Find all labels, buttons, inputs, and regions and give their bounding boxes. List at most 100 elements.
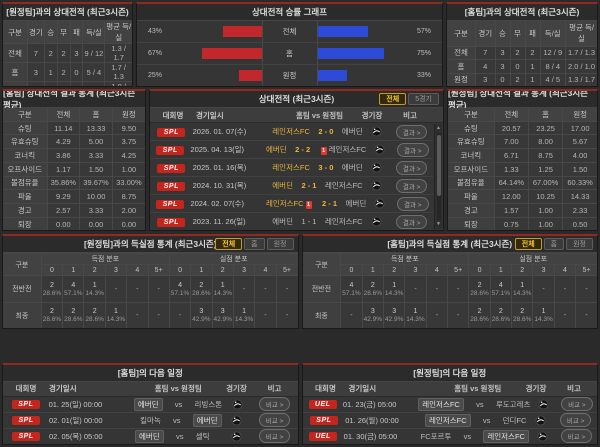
note-cell: 비교 > — [252, 429, 298, 444]
table-row: 파울 9.29 10.00 8.75 — [3, 189, 145, 204]
scrollbar-thumb[interactable] — [436, 135, 441, 197]
bin-header: 5+ — [446, 264, 470, 277]
count-value: 4 — [71, 281, 76, 289]
stadium-ball-icon[interactable] — [374, 144, 385, 155]
compare-button[interactable]: 비교 > — [258, 413, 291, 428]
count-value: 2 — [71, 308, 76, 316]
distribution-cell: 1 14.3% — [404, 301, 427, 329]
stadium-ball-icon[interactable] — [231, 415, 242, 426]
percent-value: 42.9% — [213, 316, 232, 324]
compare-button[interactable]: 비교 > — [561, 397, 593, 412]
scrollbar[interactable]: ▲ ▼ — [434, 124, 442, 230]
stadium-ball-icon[interactable] — [231, 431, 242, 442]
percent-value: 14.3% — [512, 289, 532, 297]
away-winrate-value: 75% — [416, 50, 431, 57]
away-winrate-bar — [317, 70, 347, 81]
result-button[interactable]: 결과 > — [395, 214, 428, 229]
h2h-tabs: 전체 5경기 — [379, 93, 439, 105]
scroll-up-icon[interactable]: ▲ — [436, 125, 441, 131]
corner-header: 구분 — [3, 253, 42, 277]
result-button[interactable]: 결과 > — [397, 196, 429, 211]
h2h-match-row: SPL 2024. 02. 07(수) 레인저스FC 1 2 - 1 에버딘 결과 > — [150, 195, 433, 214]
stadium-ball-icon[interactable] — [374, 198, 385, 209]
stadium-ball-icon[interactable] — [537, 431, 548, 442]
away-bar-area — [317, 21, 407, 42]
result-button[interactable]: 결과 > — [395, 160, 428, 175]
venue-cell — [363, 216, 391, 227]
tab-원정[interactable]: 원정 — [266, 238, 294, 251]
stadium-ball-icon[interactable] — [538, 399, 549, 410]
stat-value: 1.25 — [527, 161, 564, 177]
row-label: 전반전 — [302, 275, 342, 303]
away-team-name: 에버딘 — [192, 413, 222, 427]
result-button[interactable]: 결과 > — [395, 178, 428, 193]
league-badge-UEL: UEL — [308, 400, 337, 410]
tab-전체[interactable]: 전체 — [215, 238, 243, 251]
scroll-down-icon[interactable]: ▼ — [436, 221, 441, 228]
result-button[interactable]: 결과 > — [395, 124, 428, 139]
stadium-ball-icon[interactable] — [371, 126, 382, 137]
stadium-ball-icon[interactable] — [371, 162, 382, 173]
column-header: 구분 — [3, 21, 28, 44]
record-table-left: 구분 경기 승 무 패 득/실 평균 득/실 전체 7 2 2 3 9 / 12 1.3 / 1.7 홈 3 1… — [3, 21, 132, 86]
goal-stats-row: 최종 2 28.6% 2 28.6% 2 28.6% 1 14.3% - - -3 42.9% 3 42.9… — [3, 301, 298, 329]
fixtures-row: [홈팀]의 다음 일정 대회명 경기일시 홈팀 vs 원정팀 경기장 비고 SP… — [2, 362, 598, 445]
column-header: 평균 득/실 — [104, 21, 132, 44]
away-team-name: 루도고레츠 — [495, 399, 531, 409]
match-score: 3 - 0 — [318, 163, 334, 173]
tab-전체[interactable]: 전체 — [514, 238, 542, 251]
match-cell: 에버딘 2 - 1 레인저스FC — [272, 180, 362, 191]
home-team-name: 레인저스FC — [272, 127, 310, 137]
stat-value: 0.00 — [79, 216, 113, 231]
distribution-cell: - — [575, 275, 597, 303]
result-button[interactable]: 결과 > — [397, 142, 429, 157]
tab-홈[interactable]: 홈 — [244, 238, 265, 251]
distribution-cell: - — [275, 301, 298, 329]
league-badge-UEL: UEL — [309, 432, 338, 442]
compare-button[interactable]: 비교 > — [560, 429, 593, 444]
stat-value: 12 / 9 — [539, 45, 566, 61]
distribution-cell: - — [425, 301, 449, 329]
distribution-cell: 4 57.1% — [168, 275, 192, 303]
tab-홈[interactable]: 홈 — [543, 238, 565, 251]
count-value: 2 — [50, 308, 54, 316]
home-team-name: 레인저스FC — [272, 163, 310, 173]
h2h-match-row: SPL 2026. 01. 07(수) 레인저스FC 2 - 0 에버딘 결과 > — [150, 123, 433, 142]
col-header-match: 홈팀 vs 원정팀 — [154, 384, 202, 394]
distribution-cell: - — [553, 301, 577, 329]
percent-value: 57.1% — [170, 289, 190, 297]
stat-value: 2.0 / 1.0 — [565, 59, 597, 74]
distribution-cell: 4 57.1% — [489, 275, 513, 303]
tab-원정[interactable]: 원정 — [566, 238, 593, 251]
distribution-cell: - — [340, 301, 363, 329]
column-header: 패 — [524, 21, 541, 47]
distribution-cell: - — [532, 275, 555, 303]
red-card-icon: 1 — [320, 147, 327, 156]
count-value: 1 — [220, 281, 225, 289]
vs-label: vs — [463, 431, 472, 441]
bin-header: 1 — [361, 264, 384, 277]
goal-stats-row: [원정팀]과의 득실점 통계 (최근3시즌) 전체 홈 원정 구분 득점 분포 실점 분… — [2, 234, 598, 330]
tab-전체[interactable]: 전체 — [379, 93, 407, 105]
tab-5경기[interactable]: 5경기 — [408, 93, 439, 105]
stadium-ball-icon[interactable] — [371, 216, 382, 227]
row-label: 오프사이드 — [3, 161, 48, 177]
count-value: 1 — [392, 281, 397, 289]
stadium-ball-icon[interactable] — [371, 180, 382, 191]
venue-cell — [363, 162, 391, 173]
count-value: 2 — [498, 308, 503, 316]
stadium-ball-icon[interactable] — [535, 415, 546, 426]
away-bar-area — [317, 65, 407, 86]
bin-header: 0 — [168, 264, 192, 277]
stadium-ball-icon[interactable] — [231, 399, 243, 410]
distribution-cell: 3 42.9% — [361, 301, 384, 329]
scrollbar-track[interactable] — [436, 133, 441, 221]
panel-title: [원정팀]의 다음 일정 — [302, 364, 597, 382]
compare-button[interactable]: 비교 > — [258, 397, 291, 412]
panel-winrate-graph: 상대전적 승률 그래프 43% 전체 57% 67% 홈 75% 25% 원정 33% — [136, 2, 443, 87]
goal-stats-table-left: 구분 득점 분포 실점 분포 0 1 2 3 4 5+ 0 1 2 3 4 5+ 전반전 2 28.6% 4 57.1… — [3, 253, 298, 329]
league-cell: SPL — [150, 181, 193, 191]
compare-button[interactable]: 비교 > — [559, 413, 592, 428]
goal-stats-table-right: 구분 득점 분포 실점 분포 0 1 2 3 4 5+ 0 1 2 3 4 5+ 전반전 4 57.1% 2 28.6… — [302, 253, 597, 329]
compare-button[interactable]: 비교 > — [258, 429, 291, 444]
